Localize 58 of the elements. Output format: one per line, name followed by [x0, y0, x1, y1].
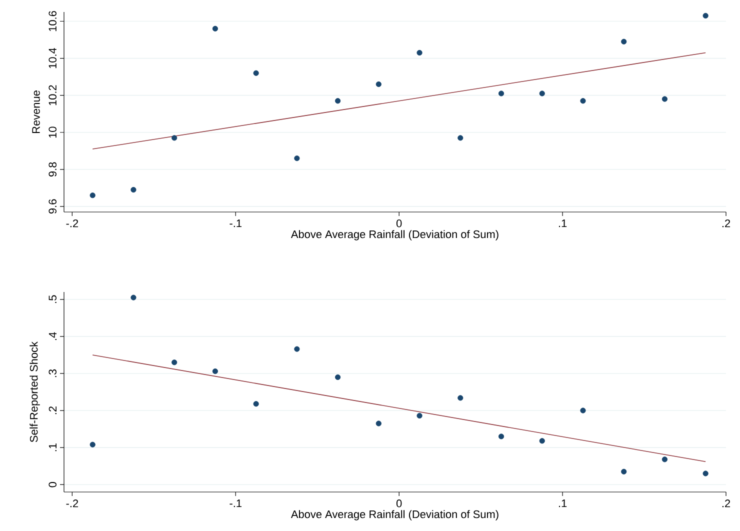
point [458, 135, 464, 141]
x-tick-label: -.1 [230, 220, 242, 228]
y-tick-label: 10.4 [48, 48, 56, 68]
point [90, 192, 96, 198]
y-tick-label: 10.6 [48, 11, 56, 32]
y-tick-label: .3 [48, 369, 56, 378]
point [539, 90, 545, 96]
point [90, 442, 96, 448]
y-axis-title: Self-Reported Shock [30, 341, 40, 442]
point [702, 12, 708, 18]
point [580, 408, 586, 414]
y-tick-label: 10 [48, 126, 56, 138]
point [580, 98, 586, 104]
x-tick-label: -.2 [66, 500, 78, 508]
y-tick-label: 9.6 [48, 199, 56, 214]
point [212, 26, 218, 32]
point [662, 456, 668, 462]
x-tick-label: .2 [722, 500, 730, 508]
x-tick-label: -.1 [230, 500, 242, 508]
x-axis-title: Above Average Rainfall (Deviation of Sum) [290, 510, 498, 520]
y-tick-label: .2 [48, 406, 56, 414]
point [334, 374, 341, 380]
x-tick-label: -.2 [66, 220, 78, 228]
x-axis-title: Above Average Rainfall (Deviation of Sum) [290, 230, 498, 240]
point [416, 412, 422, 419]
point [130, 294, 136, 300]
point [376, 81, 382, 88]
point [621, 468, 627, 474]
point [172, 135, 178, 141]
point [212, 368, 218, 374]
point [621, 38, 627, 44]
point [662, 96, 668, 102]
y-axis-title: Revenue [32, 90, 40, 134]
point [498, 90, 504, 96]
point [498, 434, 504, 440]
x-tick-label: .1 [558, 220, 567, 228]
point [253, 70, 259, 76]
point [702, 470, 708, 476]
y-tick-label: 10.2 [48, 85, 56, 106]
x-tick-label: 0 [396, 220, 402, 228]
x-tick-label: .2 [722, 220, 730, 228]
point [294, 346, 300, 352]
x-tick-label: .1 [558, 500, 567, 508]
point [539, 438, 545, 444]
y-tick-label: 0 [48, 482, 56, 488]
y-tick-label: 9.8 [48, 162, 56, 177]
point [416, 50, 422, 56]
point [253, 401, 259, 407]
y-tick-label: .5 [48, 295, 56, 303]
y-tick-label: .1 [48, 444, 56, 452]
point [458, 395, 464, 401]
point [130, 186, 136, 193]
y-tick-label: .4 [48, 332, 56, 340]
point [172, 360, 178, 366]
point [334, 98, 341, 104]
point [376, 420, 382, 426]
point [294, 155, 300, 162]
x-tick-label: 0 [396, 500, 402, 508]
